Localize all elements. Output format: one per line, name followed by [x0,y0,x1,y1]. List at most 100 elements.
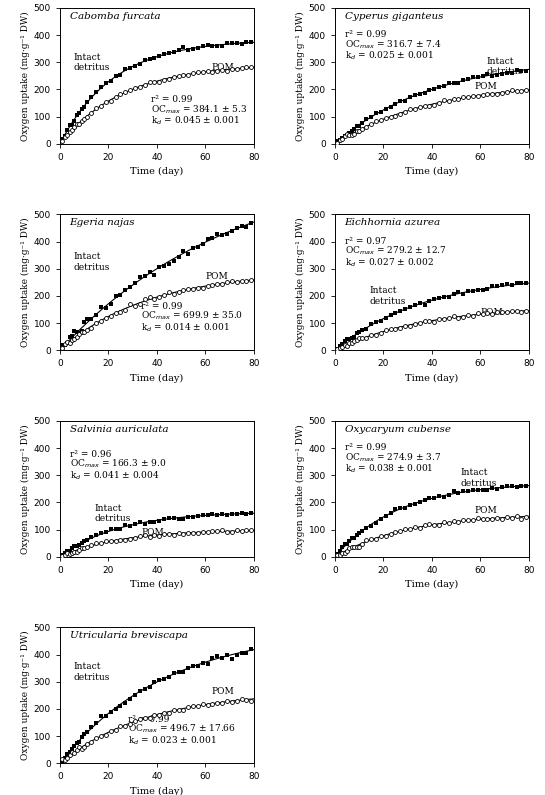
Point [82,534,91,547]
Point [155,76,163,88]
Text: OC$_{max}$ = 496.7 ± 17.66: OC$_{max}$ = 496.7 ± 17.66 [128,723,235,735]
Point [469,71,477,83]
Point [189,660,197,673]
Point [169,70,178,83]
Point [218,228,227,241]
Point [169,511,178,524]
Point [80,728,88,741]
Point [60,549,69,561]
Point [340,538,349,551]
Point [498,68,506,80]
Point [343,129,352,142]
Point [92,317,101,330]
Point [386,528,395,541]
Point [350,532,359,545]
Point [213,696,222,709]
Point [213,525,222,537]
Point [502,85,511,98]
Point [174,44,183,56]
Point [126,61,135,74]
Point [111,70,120,83]
Point [350,128,359,141]
Text: k$_d$ = 0.014 ± 0.001: k$_d$ = 0.014 ± 0.001 [141,321,230,334]
Point [449,288,458,301]
Point [198,66,207,79]
Point [145,530,154,543]
Point [401,105,409,118]
Point [410,299,419,312]
Point [65,548,74,560]
Point [343,545,352,558]
Point [179,666,188,679]
Point [160,528,168,541]
Point [189,67,197,80]
Point [459,514,468,526]
Point [367,118,376,130]
Point [60,130,69,143]
Point [184,282,192,295]
Point [340,547,349,560]
Point [353,120,361,133]
Point [72,545,81,558]
Point [193,660,202,673]
Point [131,276,140,289]
Point [121,533,130,546]
Point [97,710,106,723]
Point [106,535,115,548]
Point [75,741,84,754]
Point [111,290,120,303]
Point [483,282,492,295]
Point [203,38,212,51]
Point [507,511,516,524]
Point [350,334,359,347]
X-axis label: Time (day): Time (day) [130,580,184,589]
Point [198,238,207,250]
Point [87,91,96,103]
Point [70,325,79,338]
Point [140,270,149,283]
Point [498,278,506,291]
Text: OC$_{max}$ = 316.7 ± 7.4: OC$_{max}$ = 316.7 ± 7.4 [344,38,441,51]
Point [121,63,130,76]
Point [362,522,371,535]
Point [338,132,347,145]
Point [87,107,96,119]
Point [401,95,409,107]
Point [340,339,349,351]
Point [464,285,473,297]
Point [493,280,501,293]
Point [355,541,364,553]
Point [101,302,110,315]
Point [223,695,232,708]
Point [179,245,188,258]
Point [242,646,251,659]
Point [449,92,458,105]
Point [208,65,217,78]
Point [169,704,178,716]
Point [382,112,390,125]
Text: OC$_{max}$ = 699.9 ± 35.0: OC$_{max}$ = 699.9 ± 35.0 [141,310,244,323]
Point [469,90,477,103]
Point [136,516,144,529]
Point [401,523,409,536]
Point [106,95,115,107]
Point [223,649,232,661]
Point [522,304,531,317]
Point [77,325,86,338]
Point [469,514,477,526]
Point [80,316,88,328]
Point [97,527,106,540]
Point [242,524,251,537]
Point [213,64,222,77]
Point [63,545,71,557]
Point [405,91,414,103]
Point [160,513,168,525]
Point [179,41,188,53]
Point [165,72,173,85]
Point [237,274,246,287]
Text: k$_d$ = 0.023 ± 0.001: k$_d$ = 0.023 ± 0.001 [128,735,216,747]
Point [68,334,76,347]
Point [493,68,501,81]
Point [355,119,364,132]
Point [82,312,91,325]
